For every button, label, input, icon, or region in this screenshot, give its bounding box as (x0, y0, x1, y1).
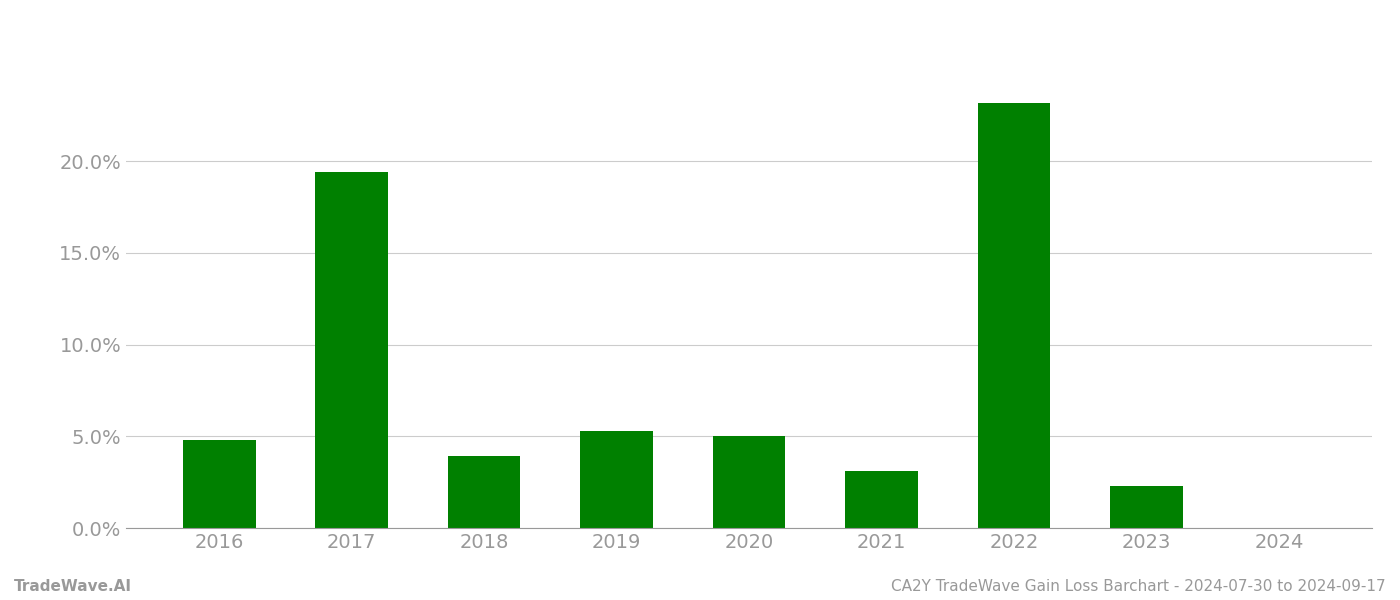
Text: CA2Y TradeWave Gain Loss Barchart - 2024-07-30 to 2024-09-17: CA2Y TradeWave Gain Loss Barchart - 2024… (892, 579, 1386, 594)
Bar (315, 172, 388, 528)
Bar (713, 436, 785, 528)
Bar (182, 440, 256, 528)
Bar (580, 431, 652, 528)
Bar (977, 103, 1050, 528)
Bar (846, 471, 918, 528)
Text: TradeWave.AI: TradeWave.AI (14, 579, 132, 594)
Bar (448, 457, 521, 528)
Bar (1110, 486, 1183, 528)
